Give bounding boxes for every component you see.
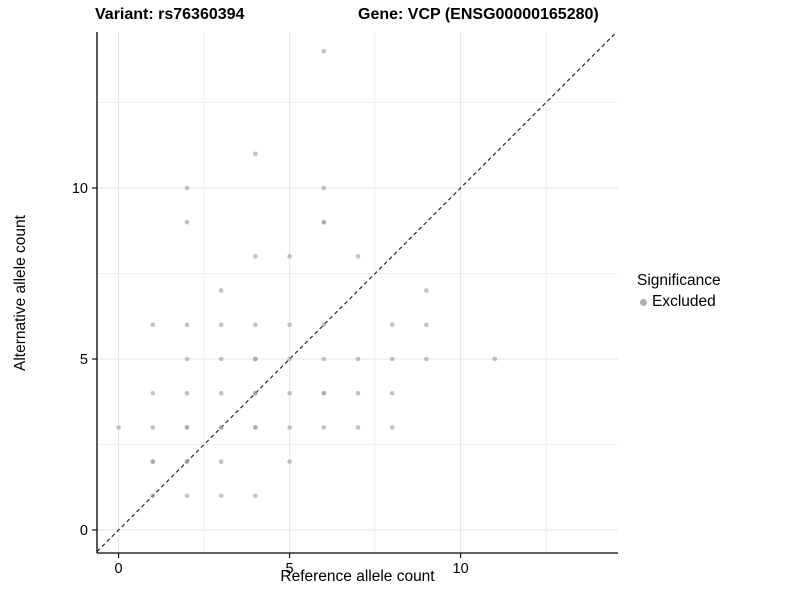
data-point [355,254,361,259]
data-point [253,254,258,259]
data-point [184,185,190,191]
data-point-overlap [321,390,327,396]
data-point-overlap [184,459,190,464]
y-tick-label: 10 [72,181,88,197]
data-point [389,425,395,430]
data-point [218,288,224,293]
data-point [150,493,156,499]
data-point [389,356,395,362]
data-point [287,322,292,328]
data-point [321,48,327,54]
data-point-overlap [253,425,258,430]
data-point [355,390,361,396]
legend: Significance Excluded [637,272,721,311]
data-point [184,322,190,328]
data-point-overlap [150,459,156,464]
data-point [492,356,498,362]
legend-key-dot-icon [640,298,647,306]
x-tick-label: 0 [115,561,123,577]
data-point [150,390,156,396]
data-point [218,322,224,328]
identity-dashed-line [96,31,617,552]
y-tick-label: 5 [80,352,88,368]
data-point [218,493,224,499]
data-point [287,425,292,430]
data-point [321,185,327,191]
data-point-overlap [184,425,190,430]
legend-item-label: Excluded [652,293,716,310]
x-tick-label: 5 [286,561,294,577]
variant-title: Variant: rs76360394 [95,6,245,23]
y-tick-label: 0 [80,523,88,539]
x-axis-label: Reference allele count [280,568,435,585]
data-point [355,356,361,362]
gene-title: Gene: VCP (ENSG00000165280) [358,6,599,23]
data-point [389,390,395,396]
data-point [321,425,327,430]
data-point [287,390,292,396]
data-point [184,219,190,225]
data-point [218,390,224,396]
data-point [424,288,429,293]
data-point [253,322,258,328]
data-point [355,425,361,430]
data-point [150,322,156,328]
y-axis-label: Alternative allele count [12,215,29,371]
data-point [424,356,429,362]
data-point [287,459,292,464]
data-point [218,356,224,362]
x-tick-label: 10 [453,561,469,577]
data-point-overlap [218,425,224,430]
data-point [150,425,156,430]
data-point [184,390,190,396]
data-point [184,493,190,499]
data-point [389,322,395,328]
data-point [424,322,429,328]
data-point-overlap [253,390,258,396]
data-point [287,356,292,362]
data-point-overlap [253,356,258,362]
legend-title: Significance [637,272,721,289]
data-point [116,425,121,430]
legend-item-excluded: Excluded [637,293,721,311]
data-point-overlap [321,219,327,225]
data-point [321,356,327,362]
data-point [184,356,190,362]
data-point [253,151,258,157]
data-point [287,254,292,259]
data-point [218,459,224,464]
data-point [253,493,258,499]
data-point [321,322,327,328]
